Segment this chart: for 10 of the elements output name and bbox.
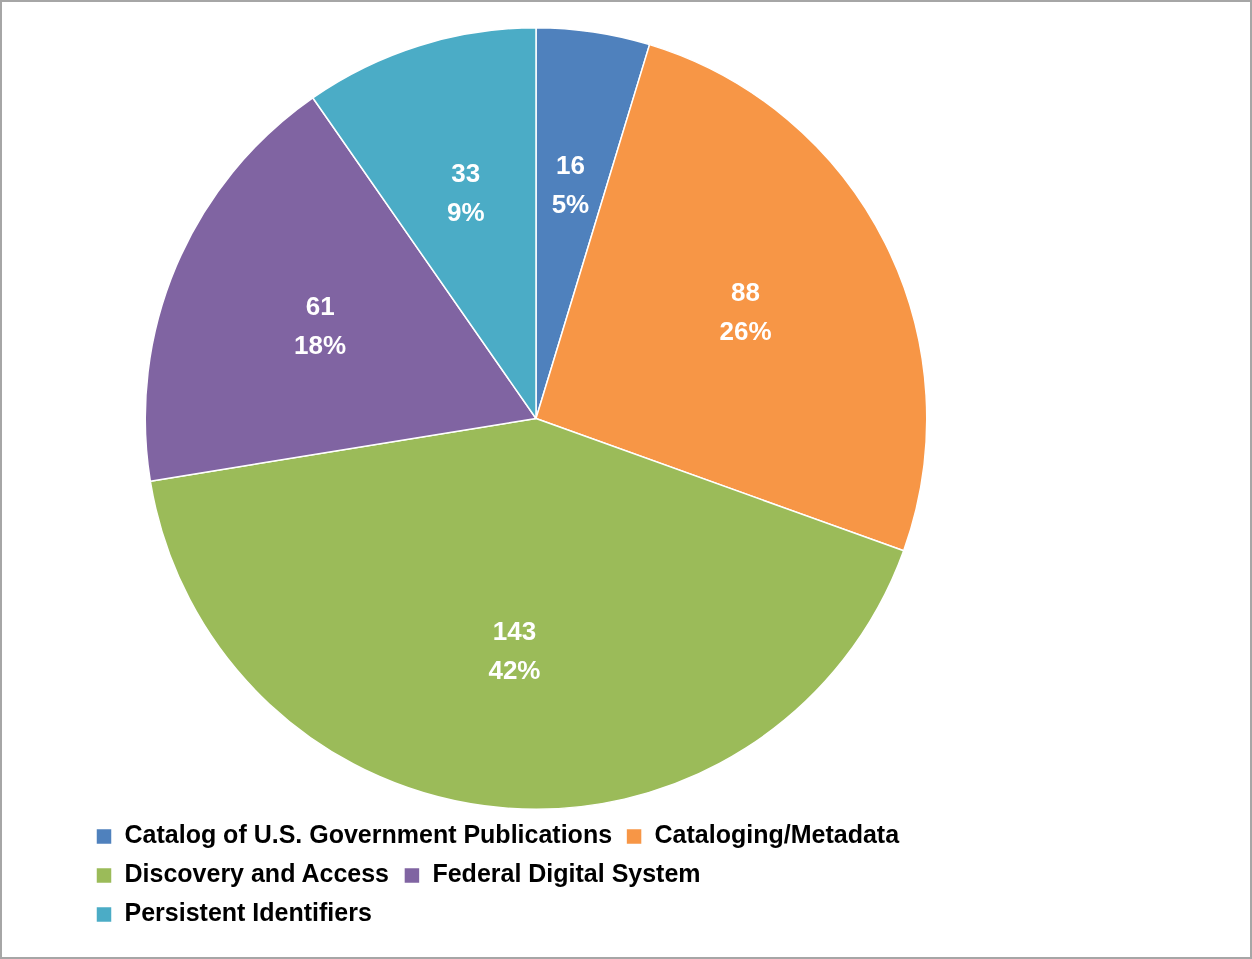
legend-label: Federal Digital System [432,859,701,888]
data-label: 61 18% [294,290,347,360]
legend-label: Catalog of U.S. Government Publications [124,820,613,849]
data-label: 143 42% [488,615,541,685]
legend-label: Persistent Identifiers [124,898,372,927]
data-label: 33 9% [447,158,485,228]
legend-label: Cataloging/Metadata [654,820,901,849]
data-label: 16 5% [551,150,590,220]
legend-label: Discovery and Access [124,859,390,888]
data-label: 88 26% [719,276,772,346]
